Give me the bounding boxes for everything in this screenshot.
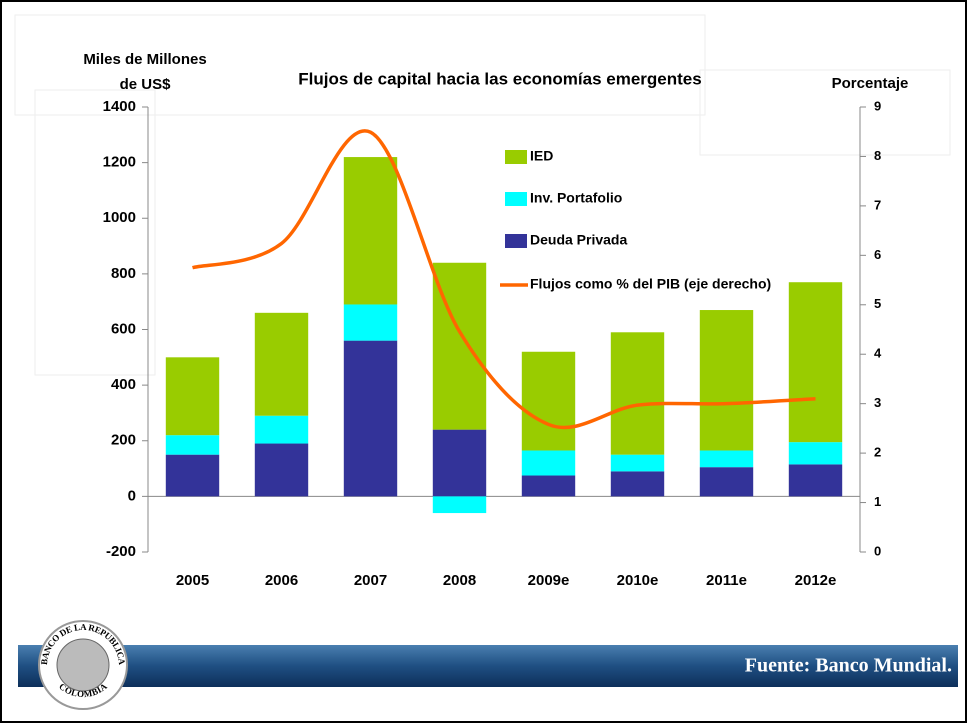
- bar: [610, 454, 665, 472]
- bar: [165, 357, 220, 436]
- bar: [699, 450, 754, 468]
- deco: [34, 89, 156, 376]
- bar: [254, 312, 309, 416]
- bar: [254, 443, 309, 497]
- y-tick-label: 600: [111, 320, 136, 337]
- legend-label: Inv. Portafolio: [530, 190, 622, 206]
- bar: [343, 157, 398, 305]
- y-tick-label: 200: [111, 432, 136, 449]
- y-tick-label: 1400: [103, 98, 136, 115]
- y-tick-label: 1000: [103, 209, 136, 226]
- bar: [254, 415, 309, 444]
- x-tick-label: 2006: [265, 572, 298, 589]
- line: [192, 129, 816, 430]
- bar: [788, 464, 843, 497]
- bar: [432, 429, 487, 497]
- y2-tick-label: 5: [874, 296, 881, 311]
- footer-band: [18, 645, 958, 687]
- y-tick-label: 400: [111, 376, 136, 393]
- bar: [165, 435, 220, 455]
- bar: [343, 340, 398, 497]
- bar: [343, 304, 398, 341]
- y2-tick-label: 2: [874, 445, 881, 460]
- deco: [14, 14, 706, 116]
- y-axis-label: Miles de Millones: [83, 51, 206, 68]
- x-tick-label: 2011e: [706, 572, 747, 589]
- x-tick-label: 2009e: [528, 572, 570, 589]
- x-tick-label: 2005: [176, 572, 209, 589]
- y2-axis-label: Porcentaje: [832, 75, 909, 92]
- y2-tick-label: 6: [874, 247, 881, 262]
- bar: [610, 332, 665, 455]
- bar: [610, 471, 665, 497]
- legend-swatch: [505, 192, 527, 206]
- bar: [699, 467, 754, 497]
- legend-swatch: [505, 234, 527, 248]
- bar: [521, 351, 576, 451]
- bar: [788, 282, 843, 443]
- bar: [165, 454, 220, 497]
- bar: [699, 310, 754, 451]
- deco: [699, 69, 951, 156]
- y-tick-label: 0: [128, 487, 136, 504]
- source: Fuente: Banco Mundial.: [745, 655, 952, 677]
- x-tick-label: 2008: [443, 572, 476, 589]
- y2-tick-label: 9: [874, 98, 881, 113]
- y2-tick-label: 0: [874, 543, 881, 558]
- bar: [521, 450, 576, 476]
- bar: [788, 442, 843, 465]
- bar: [432, 496, 487, 514]
- x-tick-label: 2012e: [795, 572, 837, 589]
- legend-label: Flujos como % del PIB (eje derecho): [530, 276, 771, 292]
- y2-tick-label: 4: [874, 346, 882, 361]
- y-axis-label: de US$: [120, 76, 172, 93]
- y2-tick-label: 7: [874, 197, 881, 212]
- y-tick-label: 1200: [103, 154, 136, 171]
- legend-label: Deuda Privada: [530, 232, 627, 248]
- bar: [521, 475, 576, 497]
- y2-tick-label: 3: [874, 395, 881, 410]
- y2-tick-label: 8: [874, 148, 881, 163]
- y-tick-label: 800: [111, 265, 136, 282]
- x-tick-label: 2007: [354, 572, 387, 589]
- y2-tick-label: 1: [874, 494, 881, 509]
- logo-portrait: [56, 638, 110, 692]
- chart-title: Flujos de capital hacia las economías em…: [298, 69, 701, 88]
- legend-swatch: [505, 150, 527, 164]
- x-tick-label: 2010e: [617, 572, 659, 589]
- y-tick-label: -200: [106, 543, 136, 560]
- legend-label: IED: [530, 148, 553, 164]
